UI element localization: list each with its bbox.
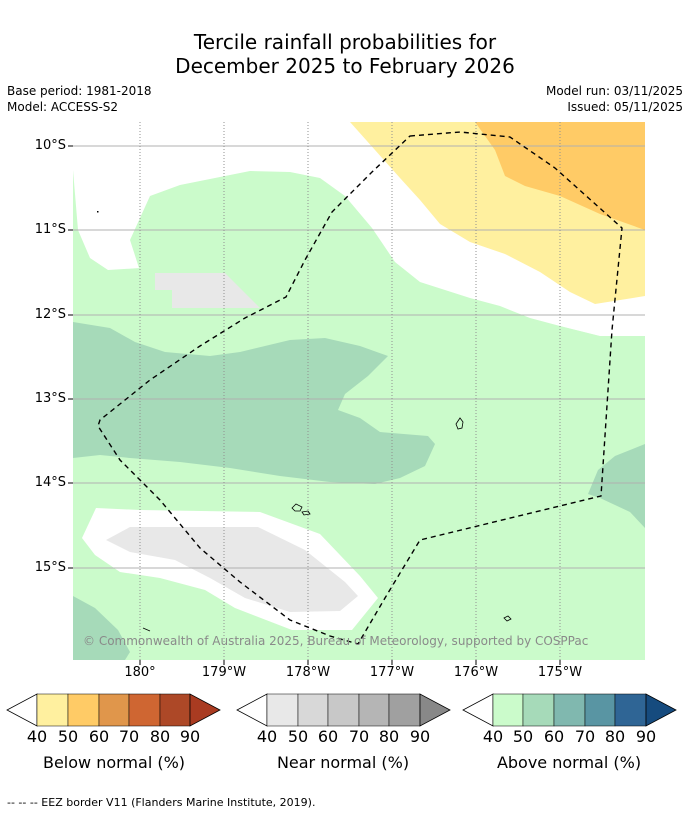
island-3 [301,510,311,516]
legend-below-swatch-3 [98,693,130,727]
legend-above-swatch-3 [553,693,586,727]
legend-near-label: Near normal (%) [276,753,410,772]
legend-above-max-arrow [645,693,677,727]
legend-near-max-arrow [419,693,451,727]
base-period: Base period: 1981-2018 [7,84,152,98]
legend-below-tick: 60 [88,727,110,746]
graticule [73,145,645,569]
legend-above-tick: 60 [543,727,565,746]
legend-below-swatch-1 [36,693,69,727]
eez-footnote: -- -- -- EEZ border V11 (Flanders Marine… [7,796,316,809]
meta-right: Model run: 03/11/2025 Issued: 05/11/2025 [546,83,683,115]
lat-label-15s: 15°S [34,560,66,575]
legend-above-colorbar [462,693,677,727]
legend-near-tick: 50 [287,727,309,746]
legend-below-min-arrow [6,693,38,727]
lat-label-13s: 13°S [34,391,66,406]
title-line-1: Tercile rainfall probabilities for [193,30,497,54]
island-6 [97,211,99,213]
legend-near-tick: 70 [348,727,370,746]
model-name: Model: ACCESS-S2 [7,100,119,114]
lon-label-180: 180° [124,665,156,680]
copyright-text: © Commonwealth of Australia 2025, Bureau… [83,634,588,648]
island-2 [291,503,303,512]
legend-above-swatch-4 [584,693,616,727]
legend-below-tick: 90 [179,727,201,746]
title-line-2: December 2025 to February 2026 [175,54,515,78]
legend-below-swatch-2 [67,693,100,727]
island-5 [142,627,151,632]
above-normal-50-east [588,444,645,528]
legend-above-tick: 80 [604,727,626,746]
legend-below-swatch-5 [159,693,191,727]
legend-near-swatch-2 [297,693,329,727]
legend-below-tick: 80 [149,727,171,746]
island-4 [503,615,512,622]
legend-above-tick: 70 [574,727,596,746]
legend-near-tick: 60 [317,727,339,746]
legend-near-swatch-3 [327,693,360,727]
meta-left: Base period: 1981-2018 Model: ACCESS-S2 [7,83,152,115]
legend-above-tick: 50 [512,727,534,746]
legend-near-tick: 40 [256,727,278,746]
legend-above-min-arrow [462,693,494,727]
lat-label-10s: 10°S [34,138,66,153]
island-1 [455,417,464,430]
legend-above-swatch-2 [522,693,555,727]
legend-below-tick: 50 [57,727,79,746]
map-area [73,122,645,660]
legend-near-swatch-1 [266,693,299,727]
legend-below-swatch-4 [128,693,161,727]
legend-above-swatch-1 [492,693,524,727]
lon-label-179w: 179°W [201,665,247,680]
above-normal-50-southwest [73,596,130,660]
near-normal-upper [155,273,260,308]
chart-title: Tercile rainfall probabilities for Decem… [0,30,690,78]
legend-near-swatch-4 [358,693,390,727]
legend-below-tick: 40 [26,727,48,746]
legend-above-swatch-5 [614,693,647,727]
legend-above-tick: 40 [482,727,504,746]
eez-border [97,131,623,645]
legend-near-swatch-5 [388,693,421,727]
legend-near-min-arrow [236,693,268,727]
lat-label-11s: 11°S [34,222,66,237]
legend-above-label: Above normal (%) [496,753,642,772]
lat-label-12s: 12°S [34,307,66,322]
legend-below-max-arrow [189,693,221,727]
legend-near-tick: 80 [378,727,400,746]
legend-below-tick: 70 [118,727,140,746]
legend-above-tick: 90 [635,727,657,746]
axis-ticks [68,145,561,665]
issued-date: Issued: 05/11/2025 [567,100,683,114]
model-run: Model run: 03/11/2025 [545,84,683,98]
lon-label-175w: 175°W [537,665,583,680]
near-normal-lower [106,527,358,612]
above-normal-50-band [73,322,435,484]
legend-below-label: Below normal (%) [42,753,186,772]
legend-near-tick: 90 [409,727,431,746]
lon-label-176w: 176°W [453,665,499,680]
lat-label-14s: 14°S [34,475,66,490]
lon-label-178w: 178°W [285,665,331,680]
lon-label-177w: 177°W [369,665,415,680]
legend-below-colorbar [6,693,221,727]
legend-near-colorbar [236,693,451,727]
